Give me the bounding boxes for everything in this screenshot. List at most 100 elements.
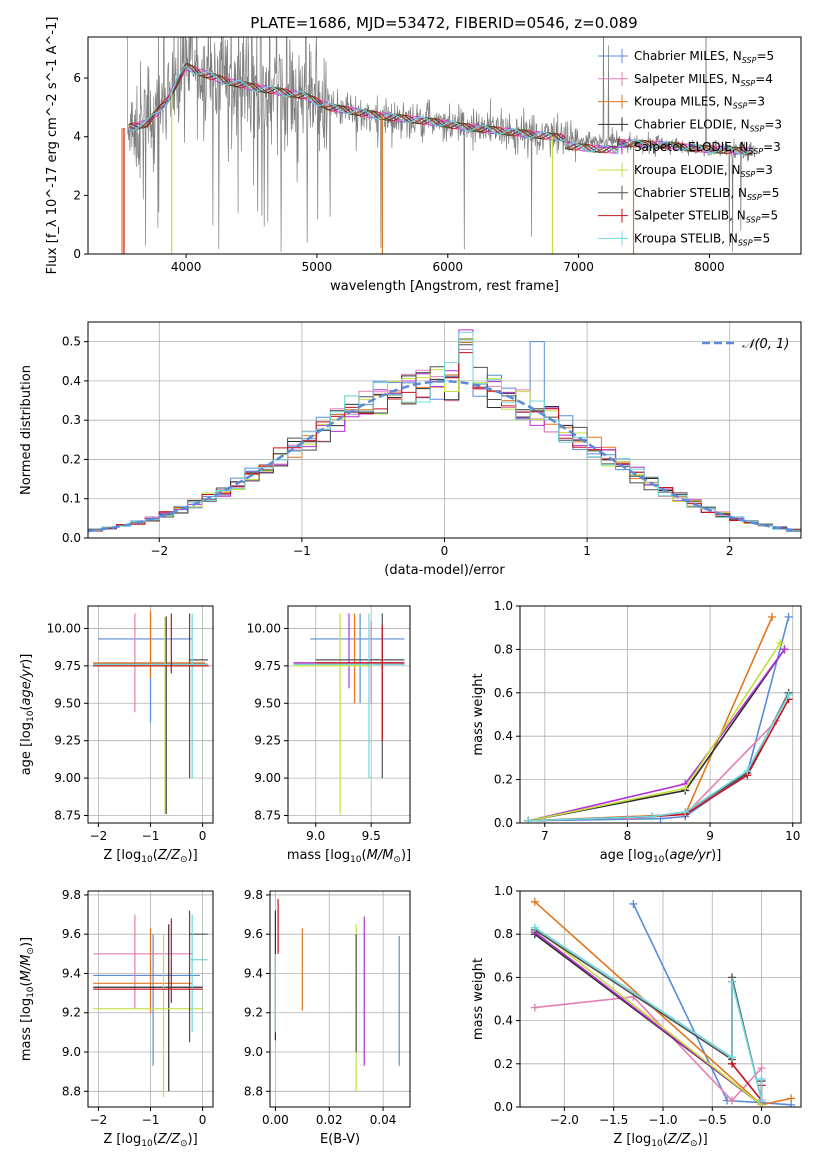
x-tick-label: −1 [293, 544, 311, 558]
x-tick-label: −1 [142, 1113, 160, 1127]
axes-frame [519, 890, 802, 1108]
figure-title: PLATE=1686, MJD=53472, FIBERID=0546, z=0… [250, 14, 637, 32]
spectrum-model-line [128, 67, 753, 155]
plot-area [93, 910, 208, 1098]
y-tick-label: 9.00 [54, 771, 81, 785]
plot-area [93, 610, 209, 815]
x-axis-label: (data-model)/error [384, 563, 505, 578]
y-tick-label: 9.25 [254, 734, 281, 748]
mass-weight-marker [787, 1094, 796, 1103]
axes-frame [519, 605, 802, 824]
y-tick-label: 9.8 [62, 888, 81, 902]
x-tick-label: 0.02 [316, 1113, 343, 1127]
x-tick-label: 0.04 [370, 1113, 397, 1127]
mass-weight-marker [681, 784, 690, 793]
mass-weight-marker [776, 638, 785, 647]
residuals-panel: −2 −1 0 1 2 0.0 0.1 0.2 0.3 0.4 0.5 (data-model)/er… [19, 321, 802, 578]
mass-weight-marker [768, 612, 777, 621]
x-tick-label: 6000 [432, 260, 463, 274]
x-tick-label: −2 [90, 829, 108, 843]
weight-vs-age-panel: 7 8 9 10 0.0 0.2 0.4 0.6 0.8 1.0 age [log10​(age/y… [471, 599, 802, 865]
y-tick-label: 1.0 [494, 599, 513, 613]
y-tick-label: 0.4 [494, 729, 513, 743]
mass-weight-marker [648, 812, 657, 821]
y-axis-label: mass [log10​(M/M⊙​)] [19, 937, 36, 1061]
x-tick-label: 8000 [694, 260, 725, 274]
y-tick-label: 9.50 [54, 696, 81, 710]
x-tick-label: 8 [624, 829, 632, 843]
mass-weight-marker [743, 766, 752, 775]
y-tick-label: 9.4 [244, 966, 263, 980]
mass-weight-marker [530, 897, 539, 906]
mass-weight-line [534, 927, 763, 1106]
x-tick-label: 0.0 [752, 1113, 771, 1127]
y-tick-label: 9.2 [62, 1006, 81, 1020]
x-tick-label: −1.0 [648, 1113, 677, 1127]
legend-entry-label: Salpeter STELIB, NSSP=5 [634, 209, 778, 225]
x-tick-label: 7 [541, 829, 549, 843]
y-tick-label: 9.75 [254, 659, 281, 673]
y-tick-label: 9.2 [244, 1006, 263, 1020]
y-tick-label: 0.2 [494, 773, 513, 787]
y-tick-label: 0 [73, 247, 81, 261]
legend-entry-label: Salpeter ELODIE, NSSP=3 [634, 140, 781, 156]
mass-weight-marker [681, 808, 690, 817]
mass-weight-marker [530, 923, 539, 932]
plot-area [524, 612, 793, 823]
x-tick-label: 9 [706, 829, 714, 843]
x-tick-label: −1.5 [599, 1113, 628, 1127]
y-tick-label: 9.4 [62, 966, 81, 980]
x-axis-label: age [log10​(age/yr)] [600, 848, 722, 865]
y-tick-label: 0.8 [494, 927, 513, 941]
y-tick-label: 0.3 [62, 413, 81, 427]
x-tick-label: 0.00 [262, 1113, 289, 1127]
axes-frame [287, 605, 411, 824]
legend-entry-label: Kroupa ELODIE, NSSP=3 [634, 163, 773, 179]
age-vs-metallicity-panel: −2 −1 0 8.75 9.00 9.25 9.50 9.75 10.00 Z [log10​(… [19, 605, 214, 865]
y-tick-label: 9.6 [62, 927, 81, 941]
legend-entry-label: Chabrier ELODIE, NSSP=3 [634, 117, 782, 133]
y-tick-label: 0.6 [494, 970, 513, 984]
mass-weight-line [528, 698, 790, 822]
mass-weight-marker [757, 1064, 766, 1073]
y-tick-label: 9.6 [244, 927, 263, 941]
y-tick-label: 9.0 [62, 1045, 81, 1059]
mass-weight-marker [629, 899, 638, 908]
axes-frame [269, 890, 411, 1108]
x-axis-label: mass [log10​(M/M⊙​)] [287, 848, 411, 865]
mass-weight-marker [780, 645, 789, 654]
x-tick-label: 9.0 [306, 829, 325, 843]
y-tick-label: 1.0 [494, 884, 513, 898]
x-tick-label: −1 [142, 829, 160, 843]
plot-area [274, 898, 400, 1092]
y-tick-label: 0.8 [494, 642, 513, 656]
legend-entry-label: Kroupa STELIB, NSSP=5 [634, 231, 770, 247]
y-tick-label: 9.0 [244, 1045, 263, 1059]
y-axis-label: age [log10​(age/yr)] [19, 654, 36, 776]
mass-weight-line [528, 694, 790, 822]
y-tick-label: 0.6 [494, 686, 513, 700]
x-tick-label: 10 [785, 829, 800, 843]
weight-vs-metallicity-panel: −2.0 −1.5 −1.0 −0.5 0.0 0.0 0.2 0.4 0.6 0.8 1.0 Z [… [471, 884, 802, 1149]
mass-weight-marker [727, 977, 736, 986]
plot-area [293, 613, 405, 815]
x-tick-label: −2 [150, 544, 168, 558]
y-tick-label: 0.2 [494, 1057, 513, 1071]
spectrum-model-line [128, 64, 753, 155]
y-tick-label: 8.75 [254, 809, 281, 823]
plot-area [530, 897, 796, 1107]
y-tick-label: 0.4 [494, 1014, 513, 1028]
mass-weight-line [632, 903, 792, 1106]
x-tick-label: 1 [583, 544, 591, 558]
y-tick-label: 2 [73, 188, 81, 202]
spectrum-data-line [126, 37, 756, 252]
y-tick-label: 0.0 [494, 816, 513, 830]
mass-weight-marker [524, 816, 533, 823]
y-tick-label: 4 [73, 130, 81, 144]
y-tick-label: 8.8 [244, 1084, 263, 1098]
y-tick-label: 0.0 [494, 1100, 513, 1114]
mass-weight-marker [727, 1096, 736, 1105]
y-axis-label: mass weight [471, 673, 486, 755]
mass-weight-marker [727, 1053, 736, 1062]
